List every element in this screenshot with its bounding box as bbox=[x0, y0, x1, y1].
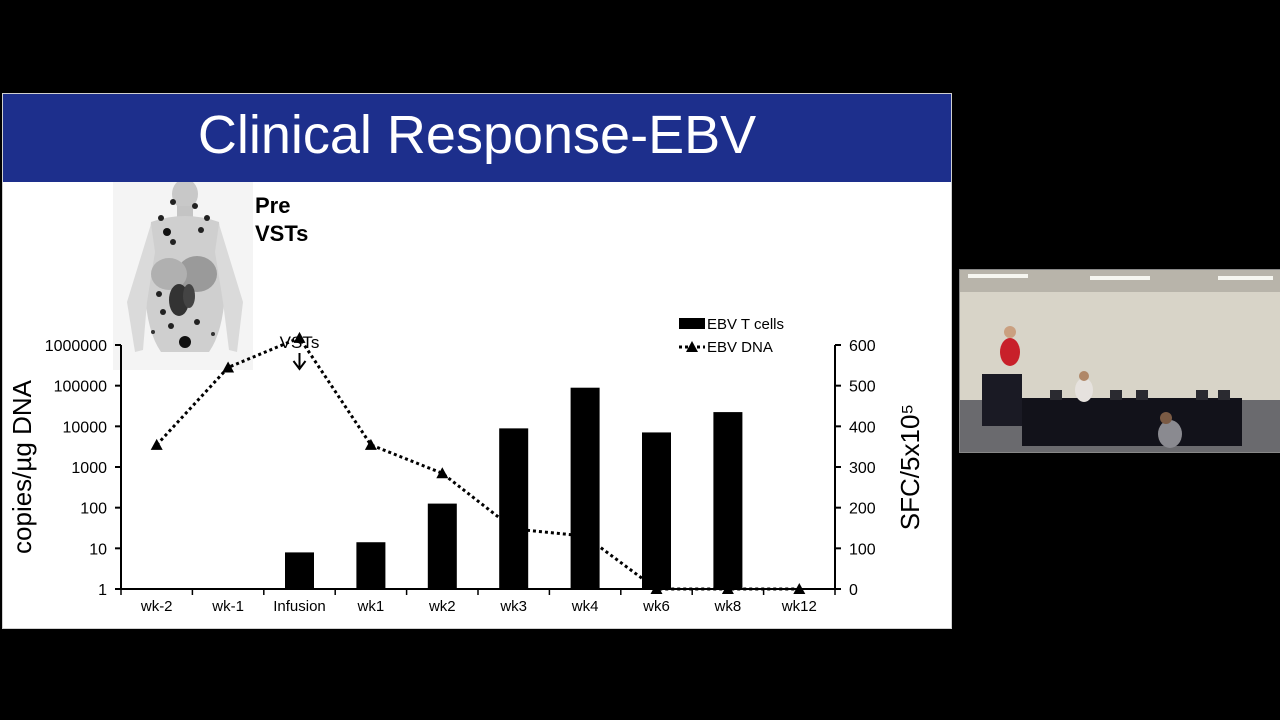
slide-title: Clinical Response-EBV bbox=[197, 105, 757, 165]
pet-scan-image bbox=[113, 182, 253, 370]
marker-ebv-dna bbox=[793, 583, 806, 594]
legend-label-ebv-dna: EBV DNA bbox=[707, 339, 773, 356]
x-tick-label: wk3 bbox=[499, 598, 527, 615]
pet-caption-line: Pre bbox=[255, 193, 291, 218]
y-tick-label-left: 10 bbox=[89, 541, 107, 558]
bar-ebv-t-cells bbox=[427, 503, 457, 589]
pet-caption: Pre VSTs bbox=[255, 192, 308, 248]
pet-caption-line: VSTs bbox=[255, 221, 309, 246]
legend-marker-ebv-dna bbox=[686, 341, 698, 352]
y-tick-label-left: 100000 bbox=[54, 379, 107, 396]
y-tick-label-left: 1000 bbox=[71, 460, 107, 477]
y-tick-label-right: 500 bbox=[849, 379, 876, 396]
y-tick-label-right: 600 bbox=[849, 338, 876, 355]
bar-ebv-t-cells bbox=[499, 428, 529, 589]
presenter-video bbox=[959, 269, 1280, 453]
bar-ebv-t-cells bbox=[356, 542, 386, 589]
marker-ebv-dna bbox=[150, 438, 163, 450]
marker-ebv-dna bbox=[293, 331, 306, 343]
y-tick-label-right: 400 bbox=[849, 419, 876, 436]
x-tick-label: Infusion bbox=[273, 598, 326, 615]
y-tick-label-left: 1000000 bbox=[45, 338, 107, 355]
y-axis-label-right: SFC/5x10⁵ bbox=[895, 404, 925, 530]
y-tick-label-left: 1 bbox=[98, 582, 107, 599]
y-tick-label-right: 0 bbox=[849, 582, 858, 599]
y-tick-label-right: 200 bbox=[849, 501, 876, 518]
x-tick-label: wk8 bbox=[714, 598, 742, 615]
slide: Clinical Response-EBV Pre VSTs 1 10 100 100… bbox=[2, 93, 952, 629]
annotation-arrow-head bbox=[292, 360, 307, 371]
x-tick-label: wk1 bbox=[357, 598, 385, 615]
x-tick-label: wk6 bbox=[642, 598, 670, 615]
line-ebv-dna bbox=[155, 335, 800, 591]
x-tick-label: wk12 bbox=[781, 598, 817, 615]
marker-ebv-dna bbox=[721, 583, 734, 594]
x-tick-label: wk4 bbox=[571, 598, 599, 615]
y-tick-label-right: 300 bbox=[849, 460, 876, 477]
y-tick-label-left: 100 bbox=[80, 501, 107, 518]
bar-ebv-t-cells bbox=[285, 552, 314, 589]
marker-ebv-dna bbox=[650, 583, 663, 594]
legend-swatch-ebv-t-cells bbox=[679, 318, 705, 329]
y-tick-label-right: 100 bbox=[849, 541, 876, 558]
x-tick-label: wk2 bbox=[428, 598, 456, 615]
bar-ebv-t-cells bbox=[713, 412, 743, 589]
clinical-response-chart: 1 10 100 1000 10000 100000 1000000 0 100 200 300 40… bbox=[7, 316, 925, 615]
marker-ebv-dna bbox=[364, 438, 377, 450]
marker-ebv-dna bbox=[436, 467, 449, 479]
x-tick-label: wk-1 bbox=[211, 598, 244, 615]
x-tick-label: wk-2 bbox=[140, 598, 173, 615]
legend-label-ebv-t-cells: EBV T cells bbox=[707, 316, 784, 333]
title-bar: Clinical Response-EBV bbox=[3, 94, 951, 182]
bar-ebv-t-cells bbox=[570, 387, 600, 589]
y-tick-label-left: 10000 bbox=[63, 419, 108, 436]
bar-ebv-t-cells bbox=[642, 432, 671, 589]
y-axis-label-left: copies/µg DNA bbox=[7, 379, 37, 554]
marker-ebv-dna bbox=[222, 361, 235, 373]
annotation-vsts: VSTs bbox=[280, 333, 320, 352]
